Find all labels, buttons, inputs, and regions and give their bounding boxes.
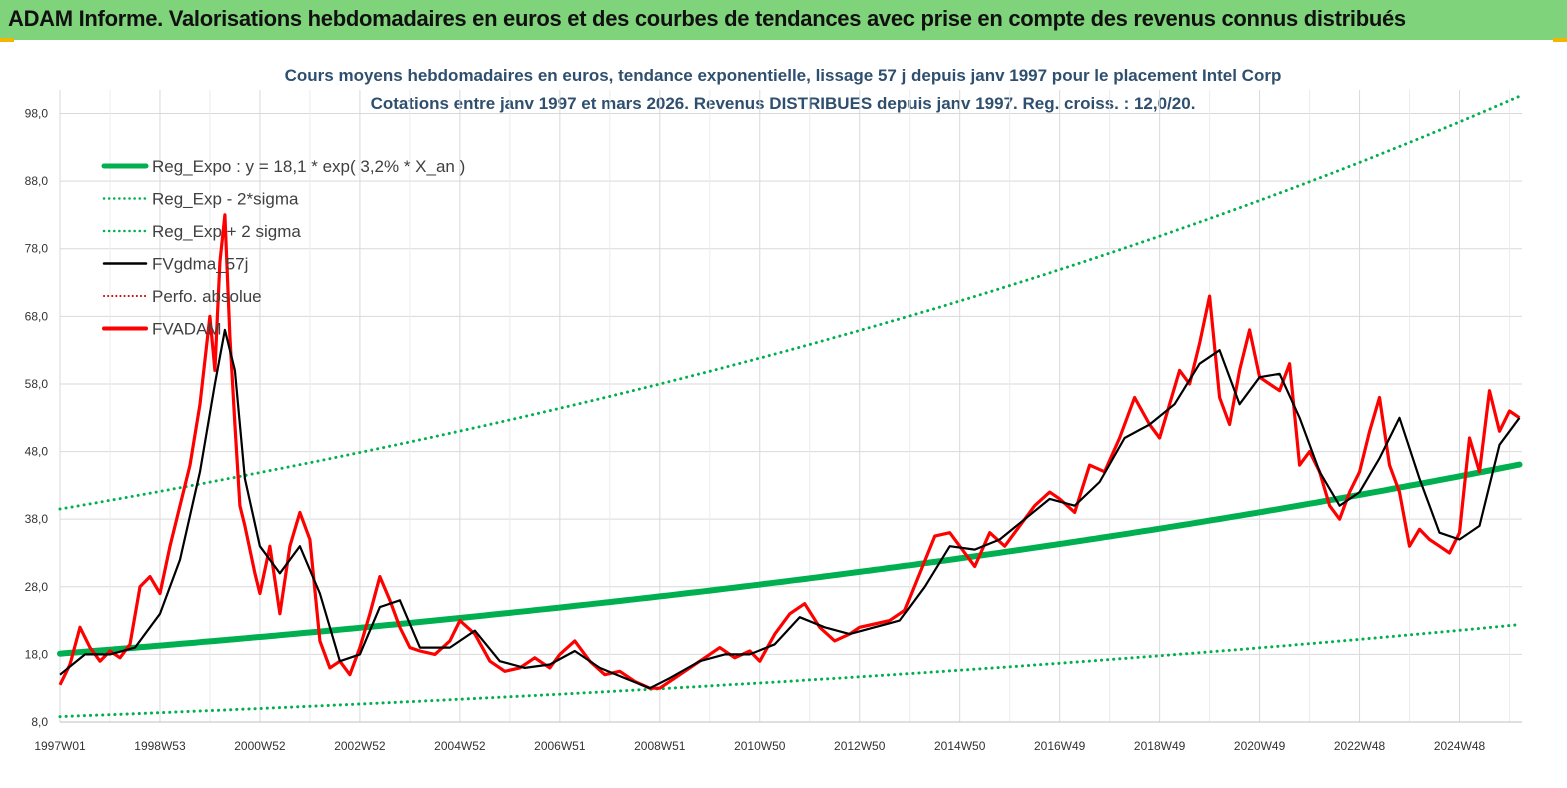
y-axis: 8,0 18,0 28,0 38,0 48,0 58,0 68,0 78,0 88,0 98,0	[25, 107, 49, 729]
x-tick-label: 2016W49	[1034, 739, 1086, 753]
x-tick-label: 1997W01	[34, 739, 86, 753]
legend-label: Reg_Expo : y = 18,1 * exp( 3,2% * X_an )	[152, 157, 465, 176]
x-tick-label: 2004W52	[434, 739, 486, 753]
y-tick-label: 18,0	[25, 647, 49, 661]
y-tick-label: 88,0	[25, 174, 49, 188]
legend-item: Perfo. absolue	[103, 287, 262, 306]
x-tick-label: 1998W53	[134, 739, 186, 753]
x-tick-label: 2018W49	[1134, 739, 1186, 753]
x-tick-label: 2008W51	[634, 739, 686, 753]
y-tick-label: 48,0	[25, 445, 49, 459]
intel-valuation-chart: Cours moyens hebdomadaires en euros, ten…	[25, 66, 1523, 753]
corner-marker-right	[1553, 38, 1567, 42]
report-title: ADAM Informe. Valorisations hebdomadaire…	[8, 6, 1406, 31]
report-banner: ADAM Informe. Valorisations hebdomadaire…	[0, 0, 1567, 40]
legend-item: Reg_Exp + 2 sigma	[102, 222, 301, 241]
grid-lines	[59, 90, 1522, 723]
series-fvadam	[58, 213, 1521, 690]
legend-item: Reg_Expo : y = 18,1 * exp( 3,2% * X_an )	[101, 157, 465, 176]
legend-item: Reg_Exp - 2*sigma	[102, 190, 299, 209]
x-tick-label: 2006W51	[534, 739, 586, 753]
x-tick-label: 2024W48	[1434, 739, 1486, 753]
y-tick-label: 78,0	[25, 242, 49, 256]
x-tick-label: 2022W48	[1334, 739, 1386, 753]
y-tick-label: 98,0	[25, 107, 49, 121]
chart-title: Cours moyens hebdomadaires en euros, ten…	[285, 66, 1282, 85]
x-tick-label: 2020W49	[1234, 739, 1286, 753]
chart-frame: Cours moyens hebdomadaires en euros, ten…	[0, 40, 1567, 783]
legend-item: FVgdma_57j	[102, 255, 248, 274]
x-tick-label: 2000W52	[234, 739, 286, 753]
x-tick-label: 2014W50	[934, 739, 986, 753]
legend-label: Reg_Exp - 2*sigma	[152, 190, 299, 209]
legend-label: FVADAM	[152, 320, 222, 339]
x-tick-label: 2002W52	[334, 739, 386, 753]
legend-label: FVgdma_57j	[152, 255, 248, 274]
x-tick-label: 2010W50	[734, 739, 786, 753]
series-reg-expo	[57, 461, 1523, 657]
y-tick-label: 8,0	[31, 715, 48, 729]
series-layer	[57, 94, 1523, 719]
series-reg-exp-minus-2sigma	[58, 623, 1521, 719]
legend-label: Reg_Exp + 2 sigma	[152, 222, 301, 241]
y-tick-label: 58,0	[25, 377, 49, 391]
legend-item: FVADAM	[102, 320, 222, 339]
legend-label: Perfo. absolue	[152, 287, 262, 306]
series-fvgdma-57j	[59, 328, 1521, 690]
x-axis: 1997W01 1998W53 2000W52 2002W52 2004W52 2006W…	[34, 721, 1522, 753]
y-tick-label: 38,0	[25, 512, 49, 526]
y-tick-label: 68,0	[25, 309, 49, 323]
y-tick-label: 28,0	[25, 580, 49, 594]
chart-subtitle: Cotations entre janv 1997 et mars 2026. …	[371, 94, 1196, 113]
legend: Reg_Expo : y = 18,1 * exp( 3,2% * X_an )…	[101, 157, 465, 339]
x-tick-label: 2012W50	[834, 739, 886, 753]
corner-marker-left	[0, 38, 14, 42]
